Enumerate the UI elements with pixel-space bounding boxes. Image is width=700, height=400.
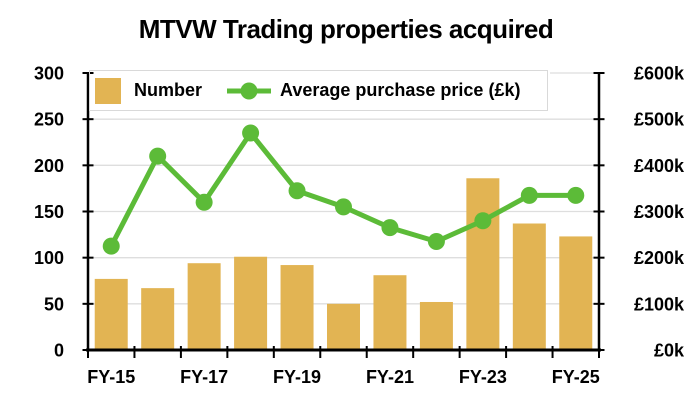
bar-fy-22 xyxy=(419,301,453,350)
price-marker-fy-21 xyxy=(381,219,399,237)
y-tick-label-left: 150 xyxy=(34,202,64,222)
legend-label-price: Average purchase price (£k) xyxy=(280,80,521,100)
bar-fy-25 xyxy=(559,236,593,350)
price-marker-fy-19 xyxy=(288,182,306,200)
legend: Number Average purchase price (£k) xyxy=(89,70,548,111)
price-series-line-marker-icon xyxy=(227,82,272,99)
price-line xyxy=(108,130,579,249)
price-marker-fy-23 xyxy=(474,212,492,230)
bar-fy-23 xyxy=(466,178,500,350)
bar-fy-17 xyxy=(187,263,221,350)
bar-fy-15 xyxy=(94,278,128,350)
number-series-swatch-icon xyxy=(95,77,121,104)
y-tick-label-right: £600k xyxy=(634,64,685,84)
x-tick-label: FY-23 xyxy=(459,367,507,387)
x-tick-label: FY-25 xyxy=(552,367,600,387)
bar-fy-18 xyxy=(234,256,268,350)
price-marker-fy-24 xyxy=(520,186,538,204)
y-tick-label-right: £400k xyxy=(634,156,685,176)
y-tick-label-left: 300 xyxy=(34,64,64,84)
x-tick-label: FY-21 xyxy=(366,367,414,387)
price-marker-fy-22 xyxy=(427,233,445,251)
y-tick-label-right: £500k xyxy=(634,110,685,130)
legend-dot xyxy=(240,82,258,99)
bar-fy-21 xyxy=(373,275,407,350)
price-marker-fy-20 xyxy=(335,198,352,216)
y-tick-label-left: 250 xyxy=(34,110,64,130)
legend-label-number: Number xyxy=(134,80,203,100)
bar-fy-19 xyxy=(280,265,314,350)
bar-fy-24 xyxy=(512,223,546,350)
x-tick-label: FY-17 xyxy=(180,367,228,387)
price-marker-fy-18 xyxy=(242,124,260,142)
price-marker-fy-16 xyxy=(149,147,167,165)
x-tick-label: FY-15 xyxy=(87,367,135,387)
y-tick-label-right: £300k xyxy=(634,202,685,222)
bar-fy-16 xyxy=(141,288,175,350)
y-tick-label-left: 0 xyxy=(54,341,64,361)
y-tick-label-right: £0k xyxy=(654,341,685,361)
y-tick-label-left: 100 xyxy=(34,248,64,268)
chart-title: MTVW Trading properties acquired xyxy=(138,14,554,44)
price-marker-fy-15 xyxy=(102,237,120,255)
price-marker-fy-25 xyxy=(567,186,585,204)
bar-fy-20 xyxy=(327,303,360,350)
y-tick-label-left: 50 xyxy=(44,294,64,314)
y-tick-label-right: £200k xyxy=(634,248,685,268)
y-tick-label-left: 200 xyxy=(34,156,64,176)
y-tick-label-right: £100k xyxy=(634,294,685,314)
x-tick-label: FY-19 xyxy=(273,367,321,387)
price-marker-fy-17 xyxy=(195,193,213,211)
